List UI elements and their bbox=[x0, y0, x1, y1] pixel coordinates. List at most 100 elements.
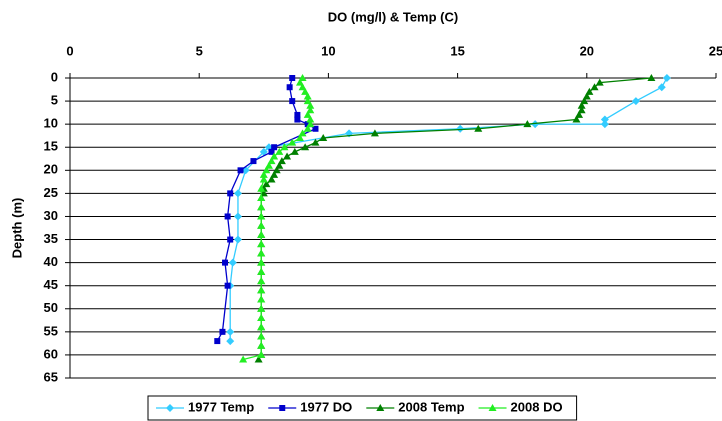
marker bbox=[582, 92, 591, 100]
marker bbox=[279, 405, 286, 411]
marker bbox=[267, 175, 276, 183]
marker bbox=[257, 184, 266, 192]
marker bbox=[257, 240, 266, 248]
marker bbox=[590, 83, 599, 91]
marker bbox=[303, 92, 312, 100]
marker bbox=[219, 328, 226, 335]
marker bbox=[224, 213, 231, 220]
marker bbox=[275, 147, 284, 155]
marker bbox=[224, 282, 231, 289]
y-tick-label: 0 bbox=[51, 69, 58, 84]
marker bbox=[226, 337, 235, 346]
series-line bbox=[229, 77, 668, 342]
marker bbox=[233, 235, 242, 244]
marker bbox=[272, 166, 281, 174]
marker bbox=[303, 97, 312, 105]
marker bbox=[283, 152, 292, 160]
marker bbox=[319, 134, 328, 141]
marker bbox=[257, 277, 266, 285]
marker bbox=[531, 120, 540, 129]
y-tick-label: 5 bbox=[51, 93, 58, 108]
marker bbox=[280, 143, 289, 151]
marker bbox=[257, 267, 266, 275]
y-tick-label: 15 bbox=[44, 139, 58, 154]
legend-label: 2008 DO bbox=[511, 399, 563, 414]
x-tick-label: 15 bbox=[450, 43, 464, 58]
marker bbox=[228, 258, 237, 267]
marker bbox=[257, 249, 266, 257]
marker bbox=[214, 338, 221, 345]
marker bbox=[257, 323, 266, 331]
marker bbox=[257, 258, 266, 266]
marker bbox=[262, 166, 271, 174]
marker bbox=[257, 332, 266, 340]
marker bbox=[294, 116, 301, 123]
x-tick-label: 0 bbox=[66, 43, 73, 58]
legend-label: 2008 Temp bbox=[398, 399, 464, 414]
marker bbox=[376, 404, 385, 411]
x-tick-label: 5 bbox=[196, 43, 203, 58]
marker bbox=[306, 120, 315, 128]
marker bbox=[270, 152, 279, 160]
marker bbox=[657, 83, 666, 92]
y-tick-label: 40 bbox=[44, 254, 58, 269]
marker bbox=[301, 87, 310, 95]
marker bbox=[600, 115, 609, 124]
marker bbox=[275, 161, 284, 169]
marker bbox=[222, 259, 229, 266]
marker bbox=[254, 355, 263, 363]
marker bbox=[301, 143, 310, 151]
series-line bbox=[258, 77, 652, 360]
marker bbox=[303, 124, 312, 132]
marker bbox=[647, 74, 656, 81]
marker bbox=[271, 144, 278, 151]
marker bbox=[289, 75, 296, 81]
marker bbox=[575, 110, 584, 118]
x-tick-label: 10 bbox=[321, 43, 335, 58]
marker bbox=[488, 404, 497, 411]
marker bbox=[259, 147, 268, 156]
marker bbox=[233, 212, 242, 221]
marker bbox=[227, 190, 234, 197]
marker bbox=[474, 124, 483, 132]
marker bbox=[288, 138, 297, 146]
marker bbox=[257, 341, 266, 349]
x-tick-label: 20 bbox=[580, 43, 594, 58]
y-tick-label: 65 bbox=[44, 369, 58, 384]
chart-title: DO (mg/l) & Temp (C) bbox=[328, 9, 458, 24]
legend-label: 1977 Temp bbox=[188, 399, 254, 414]
y-tick-label: 30 bbox=[44, 208, 58, 223]
marker bbox=[294, 111, 301, 118]
marker bbox=[277, 157, 286, 165]
marker bbox=[311, 138, 320, 146]
marker bbox=[600, 120, 609, 129]
legend: 1977 Temp 1977 DO 2008 Temp 2008 DO bbox=[147, 395, 578, 421]
y-axis-title: Depth (m) bbox=[9, 198, 24, 259]
y-tick-label: 60 bbox=[44, 346, 58, 361]
marker bbox=[226, 327, 235, 336]
marker bbox=[295, 134, 304, 141]
legend-label: 1977 DO bbox=[300, 399, 352, 414]
marker bbox=[257, 194, 266, 201]
marker bbox=[456, 124, 465, 133]
marker bbox=[270, 170, 279, 178]
marker bbox=[370, 129, 379, 137]
marker bbox=[268, 148, 275, 155]
y-tick-label: 55 bbox=[44, 323, 58, 338]
marker bbox=[306, 106, 315, 114]
marker bbox=[312, 125, 319, 132]
marker bbox=[289, 98, 296, 105]
marker bbox=[237, 167, 244, 174]
y-tick-label: 20 bbox=[44, 162, 58, 177]
y-tick-label: 10 bbox=[44, 116, 58, 131]
y-tick-label: 50 bbox=[44, 300, 58, 315]
y-tick-label: 45 bbox=[44, 277, 58, 292]
marker bbox=[227, 236, 234, 243]
marker bbox=[306, 101, 315, 109]
marker bbox=[257, 221, 266, 229]
marker bbox=[523, 120, 532, 128]
marker bbox=[259, 170, 268, 178]
marker bbox=[259, 175, 268, 183]
marker bbox=[298, 74, 307, 81]
marker bbox=[577, 106, 586, 114]
